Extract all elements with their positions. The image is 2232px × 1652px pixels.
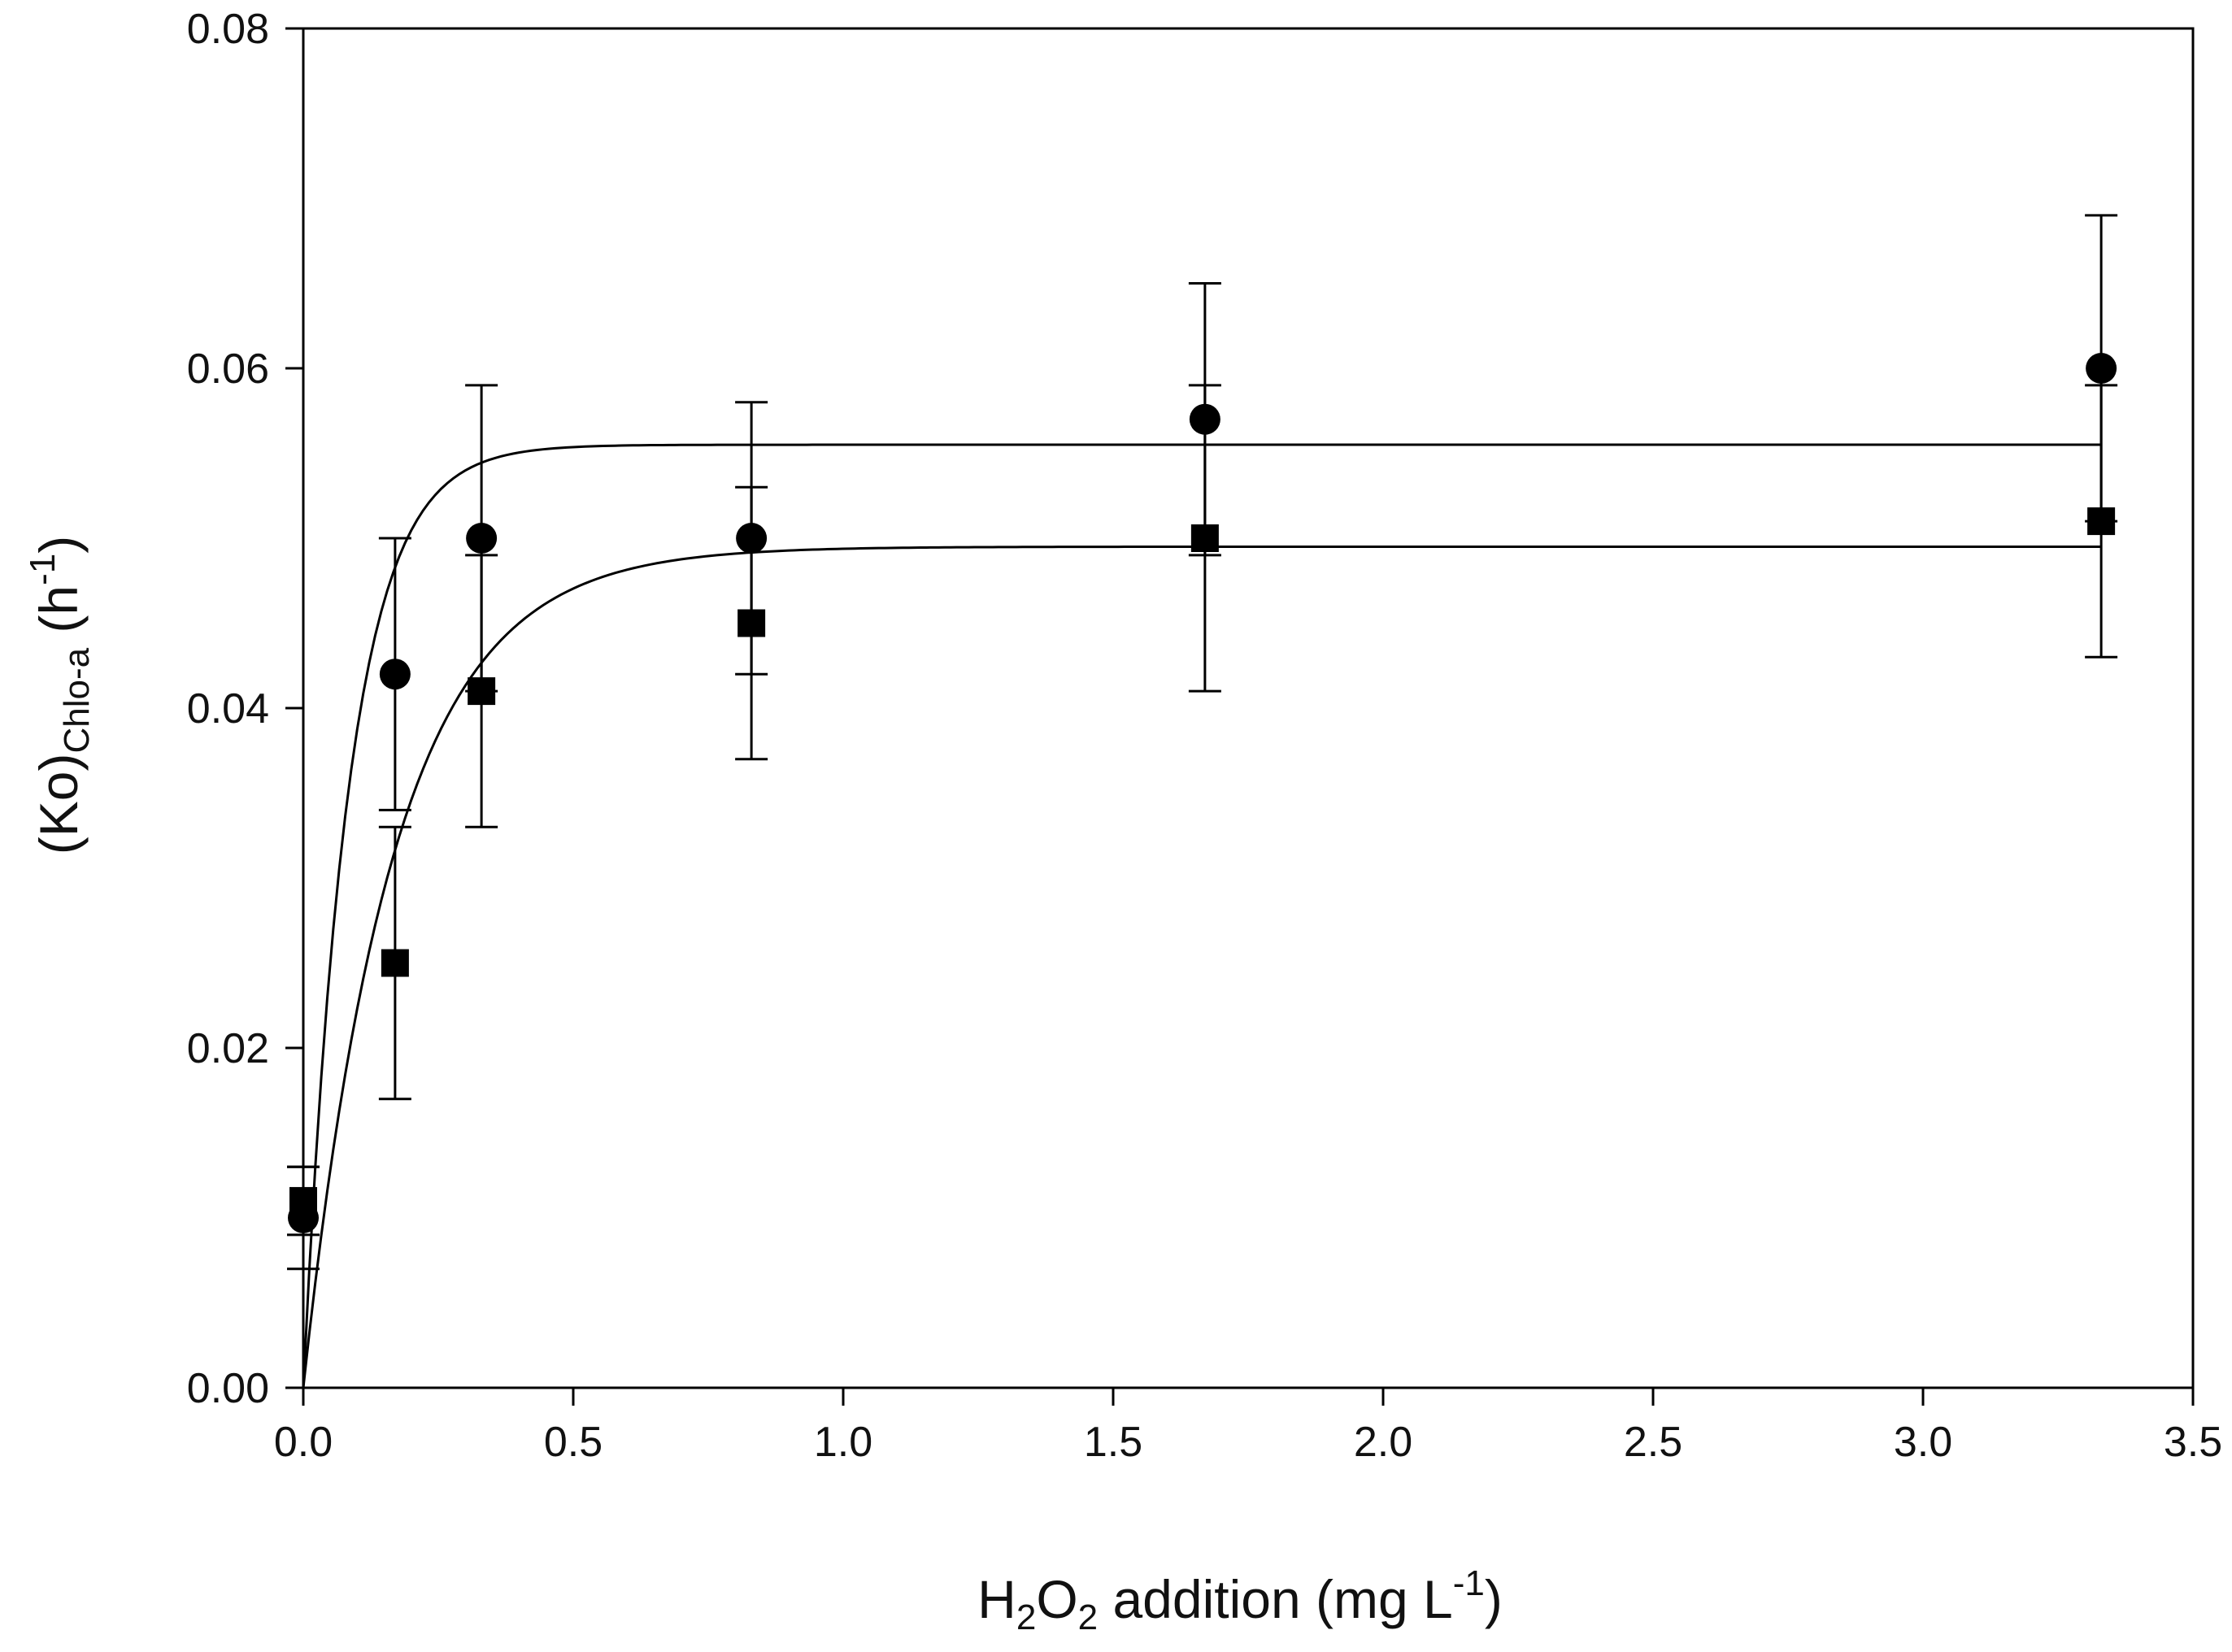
error-bars <box>287 214 2118 1271</box>
y-tick-label: 0.02 <box>187 1025 269 1072</box>
data-point-circle <box>2086 353 2117 384</box>
fit-curve-squares <box>302 545 2102 1389</box>
data-point-square <box>2087 507 2116 536</box>
tick-labels: 0.0 0.5 1.0 1.5 2.0 2.5 3.0 3.5 0.00 0.02 0.04 0.06… <box>187 6 2222 1466</box>
x-tick-label: 2.0 <box>1354 1419 1412 1466</box>
x-axis-title: H2O2 addition (mg L-1) <box>977 1563 1503 1637</box>
x-tick-label: 3.0 <box>1894 1419 1952 1466</box>
y-tick-label: 0.00 <box>187 1365 269 1412</box>
y-tick-label: 0.04 <box>187 685 269 733</box>
x-tick-label: 1.0 <box>814 1419 872 1466</box>
y-tick-label: 0.06 <box>187 346 269 393</box>
x-tick-label: 3.5 <box>2164 1419 2222 1466</box>
x-tick-label: 0.0 <box>274 1419 333 1466</box>
axes <box>285 27 2195 1406</box>
data-point-circle <box>1189 403 1220 435</box>
data-point-circle <box>736 523 768 554</box>
x-tick-label: 0.5 <box>544 1419 603 1466</box>
y-tick-label: 0.08 <box>187 6 269 53</box>
data-point-square <box>737 609 766 637</box>
data-point-circle <box>466 523 498 554</box>
data-markers <box>288 353 2117 1233</box>
data-point-square <box>289 1187 317 1215</box>
fit-curve-circles <box>302 443 2102 1389</box>
data-point-square <box>381 949 409 977</box>
x-tick-label: 1.5 <box>1084 1419 1142 1466</box>
y-axis-title: (Ko)Chlo-a (h-1) <box>23 536 97 854</box>
plot-frame <box>302 27 2195 1389</box>
x-tick-label: 2.5 <box>1624 1419 1682 1466</box>
data-point-square <box>1190 524 1219 552</box>
fit-curves <box>302 443 2102 1389</box>
data-point-square <box>468 677 496 706</box>
data-point-circle <box>379 659 411 690</box>
